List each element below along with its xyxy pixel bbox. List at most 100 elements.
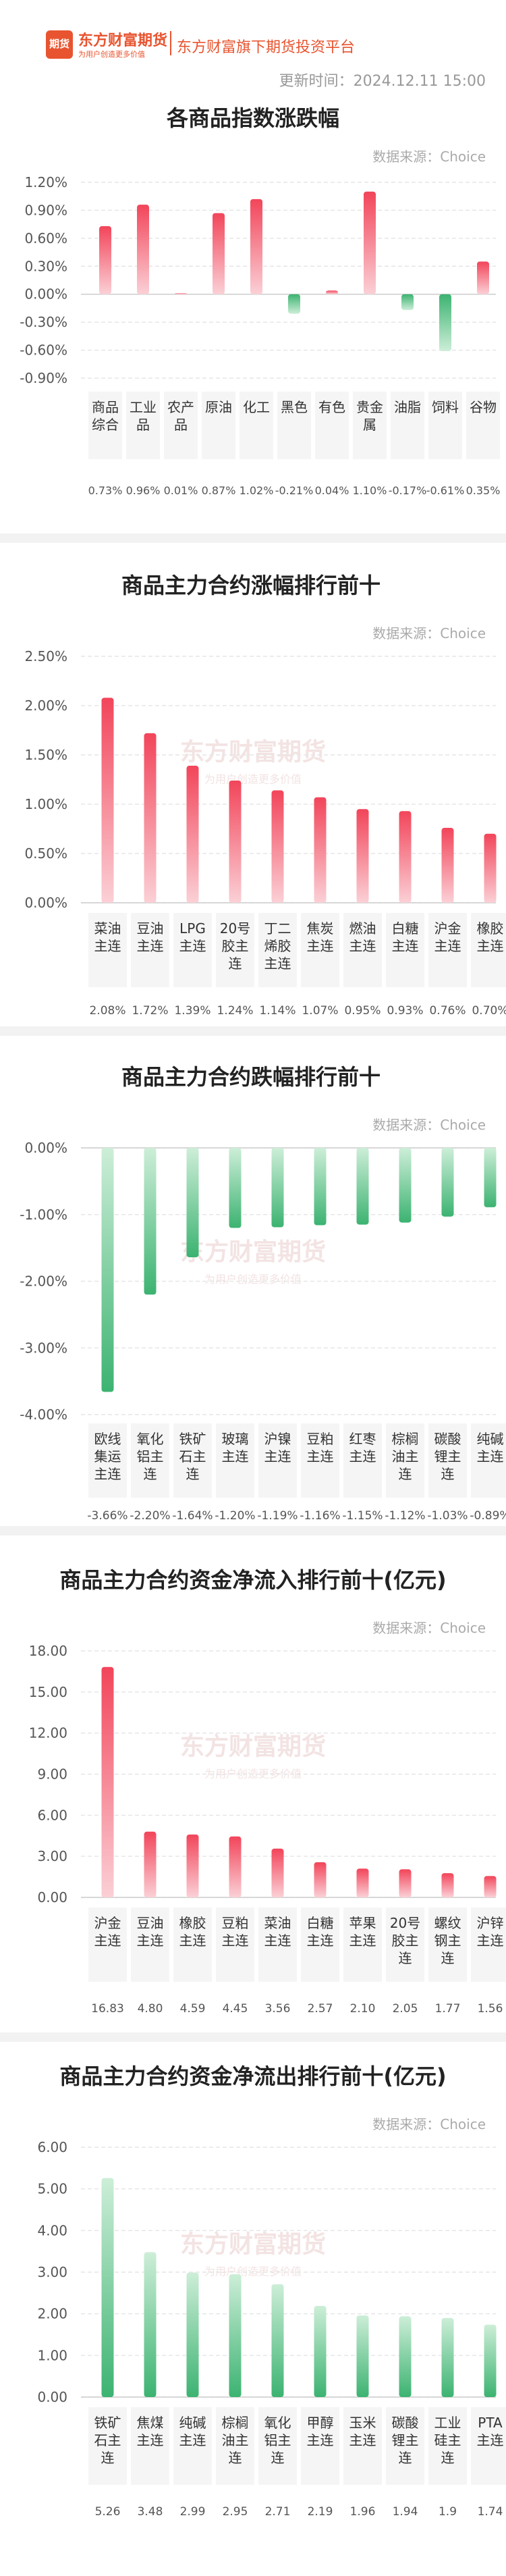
value-label: 2.57: [308, 2002, 333, 2016]
category-label: 主连: [349, 1933, 376, 1949]
category-label-bg: [173, 1423, 212, 1498]
platform-tagline: 东方财富旗下期货投资平台: [177, 39, 356, 56]
category-label: 烯胶: [264, 938, 291, 954]
value-label: -1.19%: [257, 1509, 298, 1523]
category-label-bg: [88, 913, 127, 987]
category-label-bg: [471, 1908, 506, 1982]
category-label-bg: [126, 392, 160, 459]
category-label: 商品: [92, 399, 119, 415]
value-label: 0.93%: [387, 1004, 423, 1018]
value-label: 0.04%: [315, 484, 349, 497]
category-label: 主连: [349, 1448, 376, 1465]
category-label: 碳酸: [392, 2415, 419, 2431]
y-tick-label: 1.20%: [24, 174, 67, 190]
y-tick-label: 5.00: [37, 2181, 67, 2197]
value-label: 0.76%: [429, 1004, 466, 1018]
category-label-bg: [386, 1423, 424, 1498]
category-label: 沪金: [94, 1915, 121, 1931]
bar: [441, 828, 454, 903]
category-label: 化工: [243, 399, 270, 415]
category-label: 焦煤: [137, 2415, 164, 2431]
category-label-bg: [315, 392, 349, 459]
y-tick-label: 0.90%: [24, 202, 67, 218]
category-label-bg: [343, 1908, 382, 1982]
category-label: 品: [136, 417, 150, 433]
value-label: -1.20%: [215, 1509, 255, 1523]
category-label: PTA: [478, 2415, 503, 2431]
bar: [271, 790, 284, 903]
category-label: 连: [186, 1466, 200, 1482]
category-label: 主连: [94, 938, 121, 954]
value-label: 1.96: [350, 2505, 376, 2519]
value-label: 1.9: [439, 2505, 457, 2519]
value-label: -2.20%: [130, 1509, 170, 1523]
bar: [484, 1148, 497, 1207]
chart-net-inflow: 东方财富期货为用户创造更多价值18.0015.0012.009.006.003.…: [29, 1643, 506, 2016]
category-label: 主连: [264, 1448, 291, 1465]
bar: [144, 1831, 157, 1897]
category-label: 石主: [94, 2432, 121, 2448]
bar: [439, 294, 451, 351]
bar: [271, 2284, 284, 2397]
category-label: 连: [229, 2450, 242, 2466]
value-label: 0.35%: [466, 484, 501, 497]
category-label-bg: [258, 1908, 297, 1982]
category-label: 油脂: [394, 399, 421, 415]
category-label-bg: [391, 392, 424, 459]
y-tick-label: 0.50%: [24, 845, 67, 862]
data-source: 数据来源：Choice: [372, 1117, 486, 1133]
y-tick-label: 6.00: [37, 2139, 67, 2155]
bar: [101, 2178, 114, 2397]
category-label: 铝主: [264, 2432, 291, 2448]
category-label: 主连: [307, 2432, 334, 2448]
category-label: 豆油: [137, 1915, 164, 1931]
y-tick-label: -0.90%: [20, 370, 67, 386]
bar: [229, 1836, 242, 1897]
category-label: 谷物: [470, 399, 497, 415]
category-label-bg: [301, 913, 339, 987]
category-label-bg: [258, 2407, 297, 2485]
category-label-bg: [301, 1908, 339, 1982]
value-label: -1.12%: [385, 1509, 425, 1523]
category-label: 主连: [137, 2432, 164, 2448]
bar: [213, 213, 225, 294]
y-tick-label: -0.30%: [20, 314, 67, 330]
y-tick-label: 2.00%: [24, 698, 67, 714]
category-label: 氧化: [264, 2415, 291, 2431]
category-label-bg: [216, 2407, 254, 2485]
y-tick-label: 4.00: [37, 2222, 67, 2238]
category-label: 主连: [307, 1448, 334, 1465]
category-label: 红枣: [349, 1431, 376, 1447]
value-label: 0.96%: [126, 484, 161, 497]
bar: [186, 2272, 199, 2397]
bar: [314, 2305, 327, 2397]
category-label: 主连: [477, 1448, 504, 1465]
chart-section-net-outflow: 商品主力合约资金净流出排行前十(亿元) 数据来源：Choice 东方财富期货 为用…: [0, 2059, 506, 2559]
category-label: 连: [399, 1466, 412, 1482]
y-tick-label: 0.00: [37, 2389, 67, 2405]
category-label: 主连: [392, 938, 419, 954]
category-label-bg: [386, 1908, 424, 1982]
category-label: 胶主: [222, 938, 249, 954]
category-label: 综合: [92, 417, 119, 433]
value-label: 3.48: [138, 2505, 163, 2519]
category-label: 黑色: [281, 399, 308, 415]
bar: [271, 1848, 284, 1897]
value-label: 1.14%: [259, 1004, 296, 1018]
watermark-subtext: 为用户创造更多价值: [204, 772, 302, 785]
category-label-bg: [386, 2407, 424, 2485]
bar: [356, 2315, 369, 2397]
watermark-subtext: 为用户创造更多价值: [204, 2265, 302, 2278]
value-label: 1.10%: [353, 484, 387, 497]
category-label: 集运: [94, 1448, 121, 1465]
category-label: 焦炭: [307, 920, 334, 937]
category-label-bg: [216, 1908, 254, 1982]
bar: [99, 226, 111, 294]
watermark-text: 东方财富期货: [180, 1238, 326, 1266]
value-label: 4.45: [223, 2002, 248, 2016]
category-label-bg: [428, 913, 467, 987]
update-time: 更新时间：2024.12.11 15:00: [279, 73, 486, 90]
category-label: 主连: [137, 938, 164, 954]
value-label: 0.73%: [88, 484, 123, 497]
